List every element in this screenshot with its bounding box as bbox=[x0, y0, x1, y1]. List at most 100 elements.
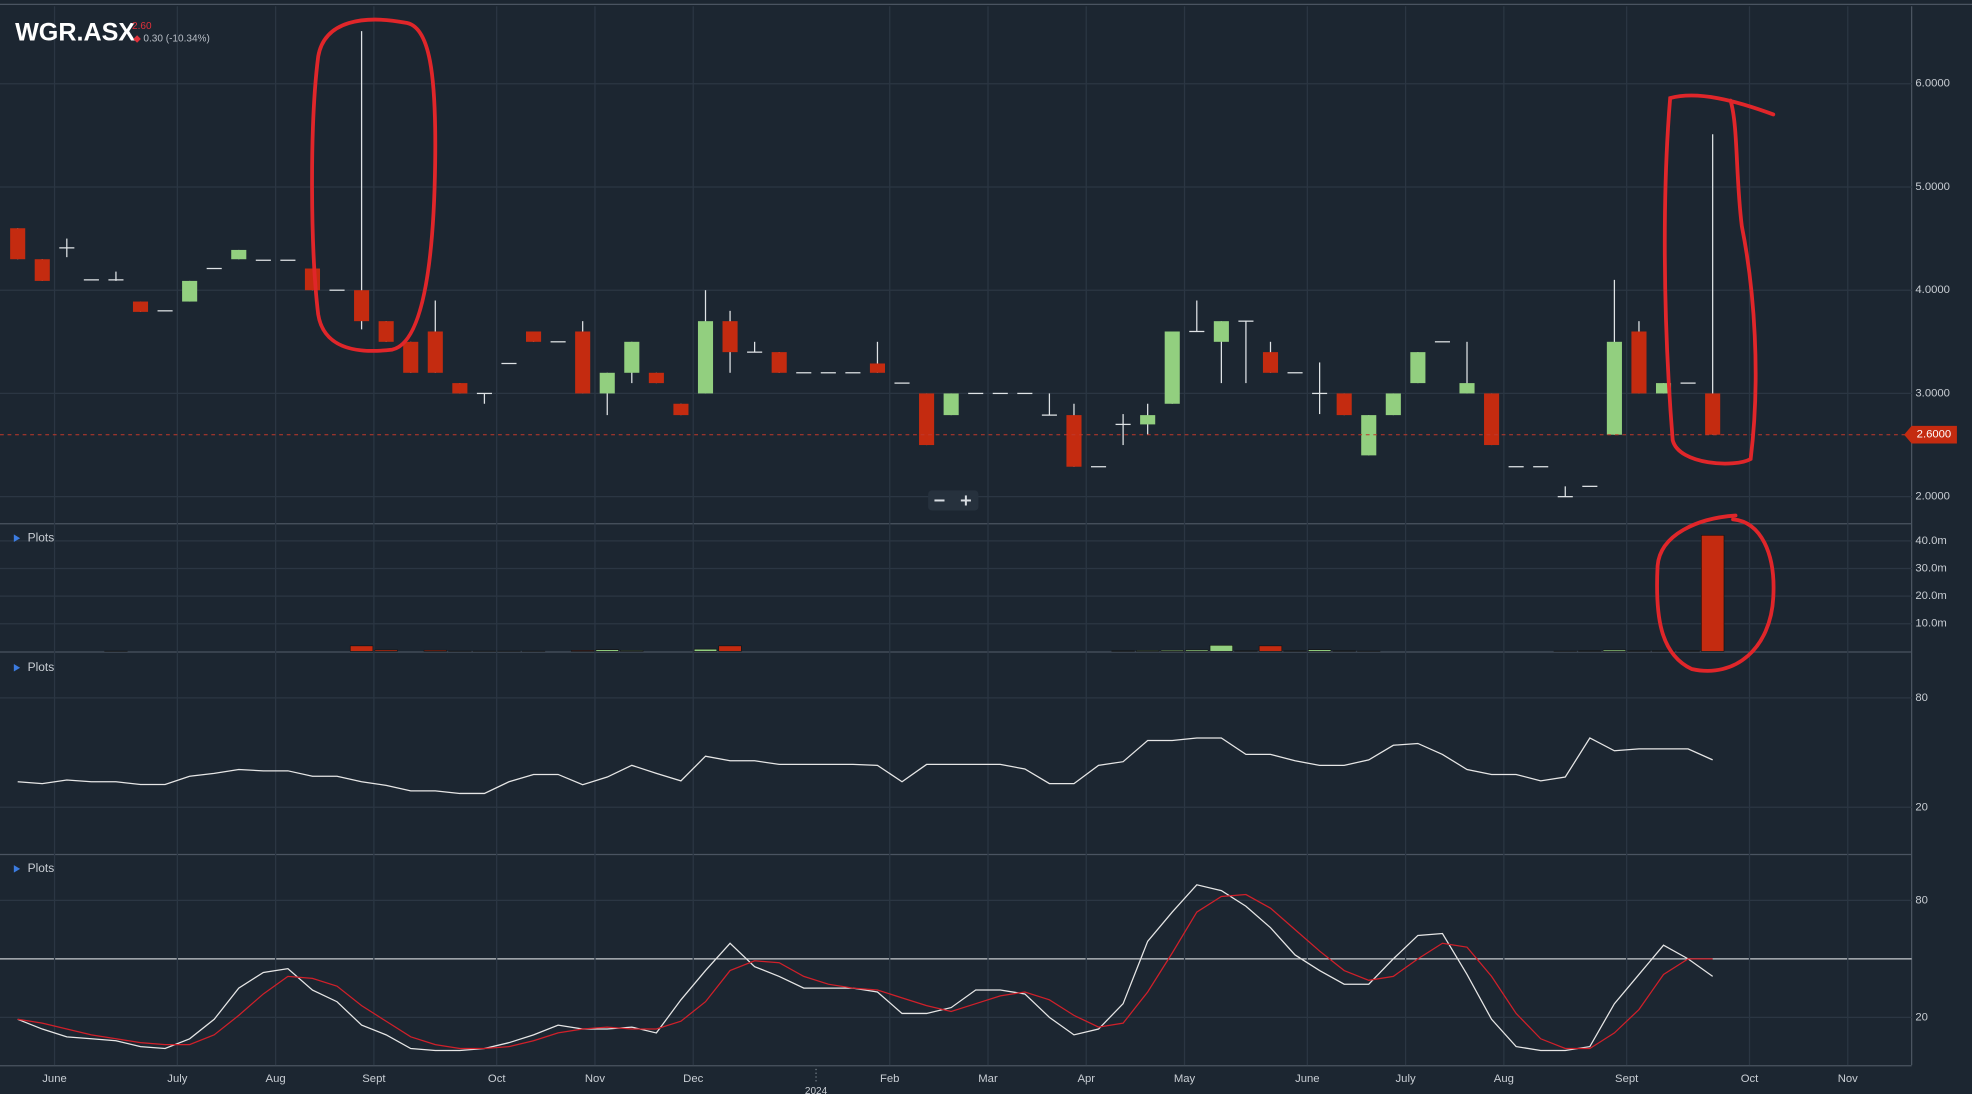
candle-body bbox=[1410, 352, 1426, 384]
candle bbox=[1312, 362, 1328, 415]
x-tick-label: Oct bbox=[1741, 1073, 1759, 1085]
candle bbox=[599, 372, 615, 416]
volume-bar bbox=[1332, 650, 1356, 652]
candle bbox=[1066, 403, 1082, 467]
y-tick-label: 40.0m bbox=[1915, 535, 1946, 547]
y-tick-label: 80 bbox=[1915, 894, 1928, 906]
candle-body bbox=[1385, 393, 1401, 416]
volume-bar bbox=[1160, 649, 1184, 652]
candle bbox=[943, 393, 959, 416]
annotation-circle bbox=[1655, 513, 1776, 673]
candle-body bbox=[1484, 393, 1500, 446]
candle-body bbox=[329, 289, 345, 291]
candle-body bbox=[1557, 496, 1573, 498]
candle bbox=[526, 331, 542, 342]
panel-label: Plots bbox=[28, 660, 55, 674]
candle bbox=[575, 321, 591, 394]
candle-body bbox=[1680, 382, 1696, 384]
candle bbox=[697, 290, 714, 394]
candle bbox=[624, 341, 640, 384]
candle-body bbox=[108, 279, 124, 281]
candle bbox=[108, 271, 124, 281]
x-tick-label: July bbox=[167, 1073, 187, 1085]
y-tick-label: 6.0000 bbox=[1915, 78, 1950, 90]
candle-body bbox=[10, 228, 26, 260]
candle bbox=[968, 392, 984, 395]
candle bbox=[1017, 392, 1033, 395]
candle-body bbox=[231, 249, 247, 260]
candle bbox=[1262, 341, 1279, 373]
volume-bar bbox=[1283, 650, 1307, 652]
zoom-in[interactable] bbox=[960, 495, 971, 506]
volume-bar bbox=[1185, 649, 1209, 652]
candle bbox=[747, 341, 763, 353]
candle-body bbox=[1533, 466, 1549, 468]
volume-bar bbox=[423, 649, 447, 652]
candle bbox=[1189, 300, 1205, 333]
candle bbox=[722, 310, 738, 373]
volume-bar bbox=[595, 649, 619, 652]
candle bbox=[550, 341, 566, 343]
candle-body bbox=[1115, 423, 1131, 426]
candle bbox=[132, 301, 149, 312]
candle bbox=[919, 393, 935, 446]
y-tick-label: 20 bbox=[1915, 1011, 1928, 1023]
candle-body bbox=[796, 372, 812, 374]
candle bbox=[10, 228, 26, 260]
candle bbox=[255, 259, 271, 261]
candle-body bbox=[206, 267, 222, 270]
candle bbox=[1410, 352, 1426, 384]
volume-bar bbox=[693, 648, 718, 652]
y-tick-label: 20.0m bbox=[1915, 590, 1946, 602]
candle-body bbox=[304, 268, 321, 291]
candle-body bbox=[34, 259, 50, 281]
candle bbox=[1164, 331, 1180, 404]
annotation-circle bbox=[1662, 93, 1776, 466]
x-tick-label: Apr bbox=[1077, 1073, 1095, 1085]
y-tick-label: 2.0000 bbox=[1915, 491, 1950, 503]
candle-body bbox=[550, 341, 566, 343]
annotations bbox=[310, 17, 1776, 673]
candle bbox=[1041, 393, 1057, 416]
candle-body bbox=[943, 393, 959, 416]
candle-body bbox=[403, 341, 419, 373]
volume-bar bbox=[1209, 644, 1233, 652]
candle bbox=[648, 372, 664, 384]
volume-bar bbox=[1578, 650, 1602, 652]
y-tick-label: 20 bbox=[1915, 801, 1928, 813]
symbol: WGR.ASX bbox=[15, 19, 135, 47]
y-tick-label: 5.0000 bbox=[1915, 181, 1950, 193]
candle bbox=[1705, 134, 1721, 435]
candle-body bbox=[1189, 330, 1205, 333]
candle bbox=[280, 259, 296, 261]
candle-body bbox=[575, 331, 591, 394]
volume-bar bbox=[1111, 650, 1135, 652]
panel-label: Plots bbox=[28, 861, 55, 875]
x-tick-label: Aug bbox=[266, 1073, 286, 1085]
volume-bar bbox=[718, 645, 742, 652]
volume-bar bbox=[1701, 534, 1725, 652]
candle bbox=[1434, 341, 1450, 343]
candle bbox=[34, 259, 50, 281]
volume-bar bbox=[620, 650, 644, 652]
candle-body bbox=[1508, 466, 1524, 468]
candle bbox=[452, 383, 468, 394]
volume-bar bbox=[1676, 650, 1700, 652]
candle-body bbox=[427, 331, 443, 373]
candle bbox=[1213, 321, 1229, 384]
candle bbox=[771, 352, 787, 373]
candle bbox=[1533, 466, 1549, 468]
y-tick-label: 80 bbox=[1915, 692, 1928, 704]
expand-icon bbox=[13, 534, 21, 542]
year-label: 2024 bbox=[805, 1086, 828, 1094]
candle-body bbox=[1140, 415, 1156, 425]
candle-body bbox=[1606, 341, 1622, 435]
candle bbox=[304, 268, 321, 291]
volume-bar bbox=[571, 650, 595, 652]
candle bbox=[403, 341, 419, 373]
x-tick-label: June bbox=[42, 1073, 67, 1085]
x-tick-label: Sept bbox=[362, 1073, 386, 1085]
candle-body bbox=[1631, 331, 1647, 394]
candle bbox=[206, 267, 222, 270]
